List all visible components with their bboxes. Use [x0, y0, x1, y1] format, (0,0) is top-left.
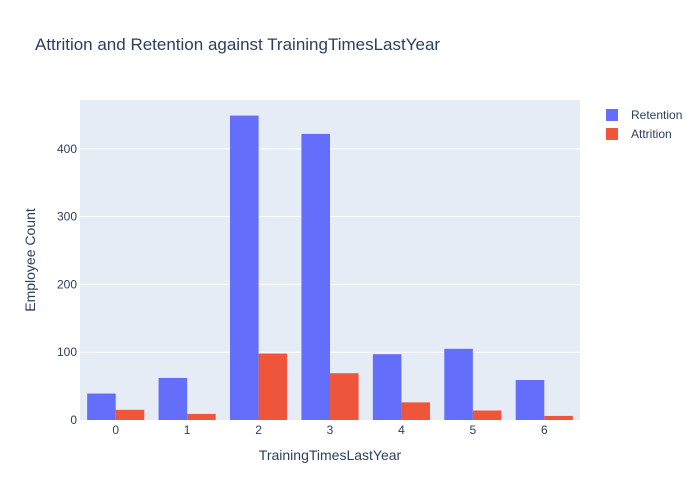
legend-swatch-attrition[interactable] — [606, 128, 618, 140]
y-tick-label: 400 — [57, 142, 77, 156]
bar-attrition-3 — [330, 373, 359, 420]
x-tick-label: 1 — [184, 423, 191, 437]
bar-attrition-5 — [472, 410, 502, 420]
x-tick-label: 4 — [398, 423, 405, 437]
bar-retention-3 — [301, 133, 330, 420]
bar-attrition-0 — [115, 409, 145, 420]
x-tick-label: 2 — [255, 423, 262, 437]
x-tick-labels: 0 1 2 3 4 5 6 — [112, 423, 548, 437]
bar-attrition-1 — [187, 413, 216, 420]
x-tick-label: 0 — [112, 423, 119, 437]
legend: Retention Attrition — [606, 108, 682, 141]
x-axis-title: TrainingTimesLastYear — [259, 447, 402, 463]
bars — [87, 115, 573, 420]
bar-attrition-2 — [258, 353, 288, 420]
bar-attrition-6 — [544, 415, 573, 420]
y-tick-label: 200 — [57, 277, 77, 291]
bar-retention-2 — [230, 115, 259, 420]
y-tick-label: 100 — [57, 345, 77, 359]
bar-retention-0 — [87, 393, 116, 420]
legend-label-retention[interactable]: Retention — [631, 108, 682, 122]
x-tick-label: 5 — [470, 423, 477, 437]
bar-retention-1 — [158, 377, 188, 420]
bar-retention-4 — [372, 354, 402, 420]
y-axis-title: Employee Count — [22, 208, 38, 312]
bar-retention-6 — [515, 380, 545, 420]
y-tick-labels: 0 100 200 300 400 — [57, 142, 77, 427]
x-tick-label: 6 — [541, 423, 548, 437]
legend-swatch-retention[interactable] — [606, 109, 618, 121]
bar-attrition-4 — [401, 402, 430, 420]
y-tick-label: 0 — [70, 413, 77, 427]
bar-retention-5 — [444, 348, 473, 420]
legend-label-attrition[interactable]: Attrition — [631, 127, 672, 141]
y-tick-label: 300 — [57, 210, 77, 224]
chart-title: Attrition and Retention against Training… — [35, 35, 440, 54]
x-tick-label: 3 — [327, 423, 334, 437]
